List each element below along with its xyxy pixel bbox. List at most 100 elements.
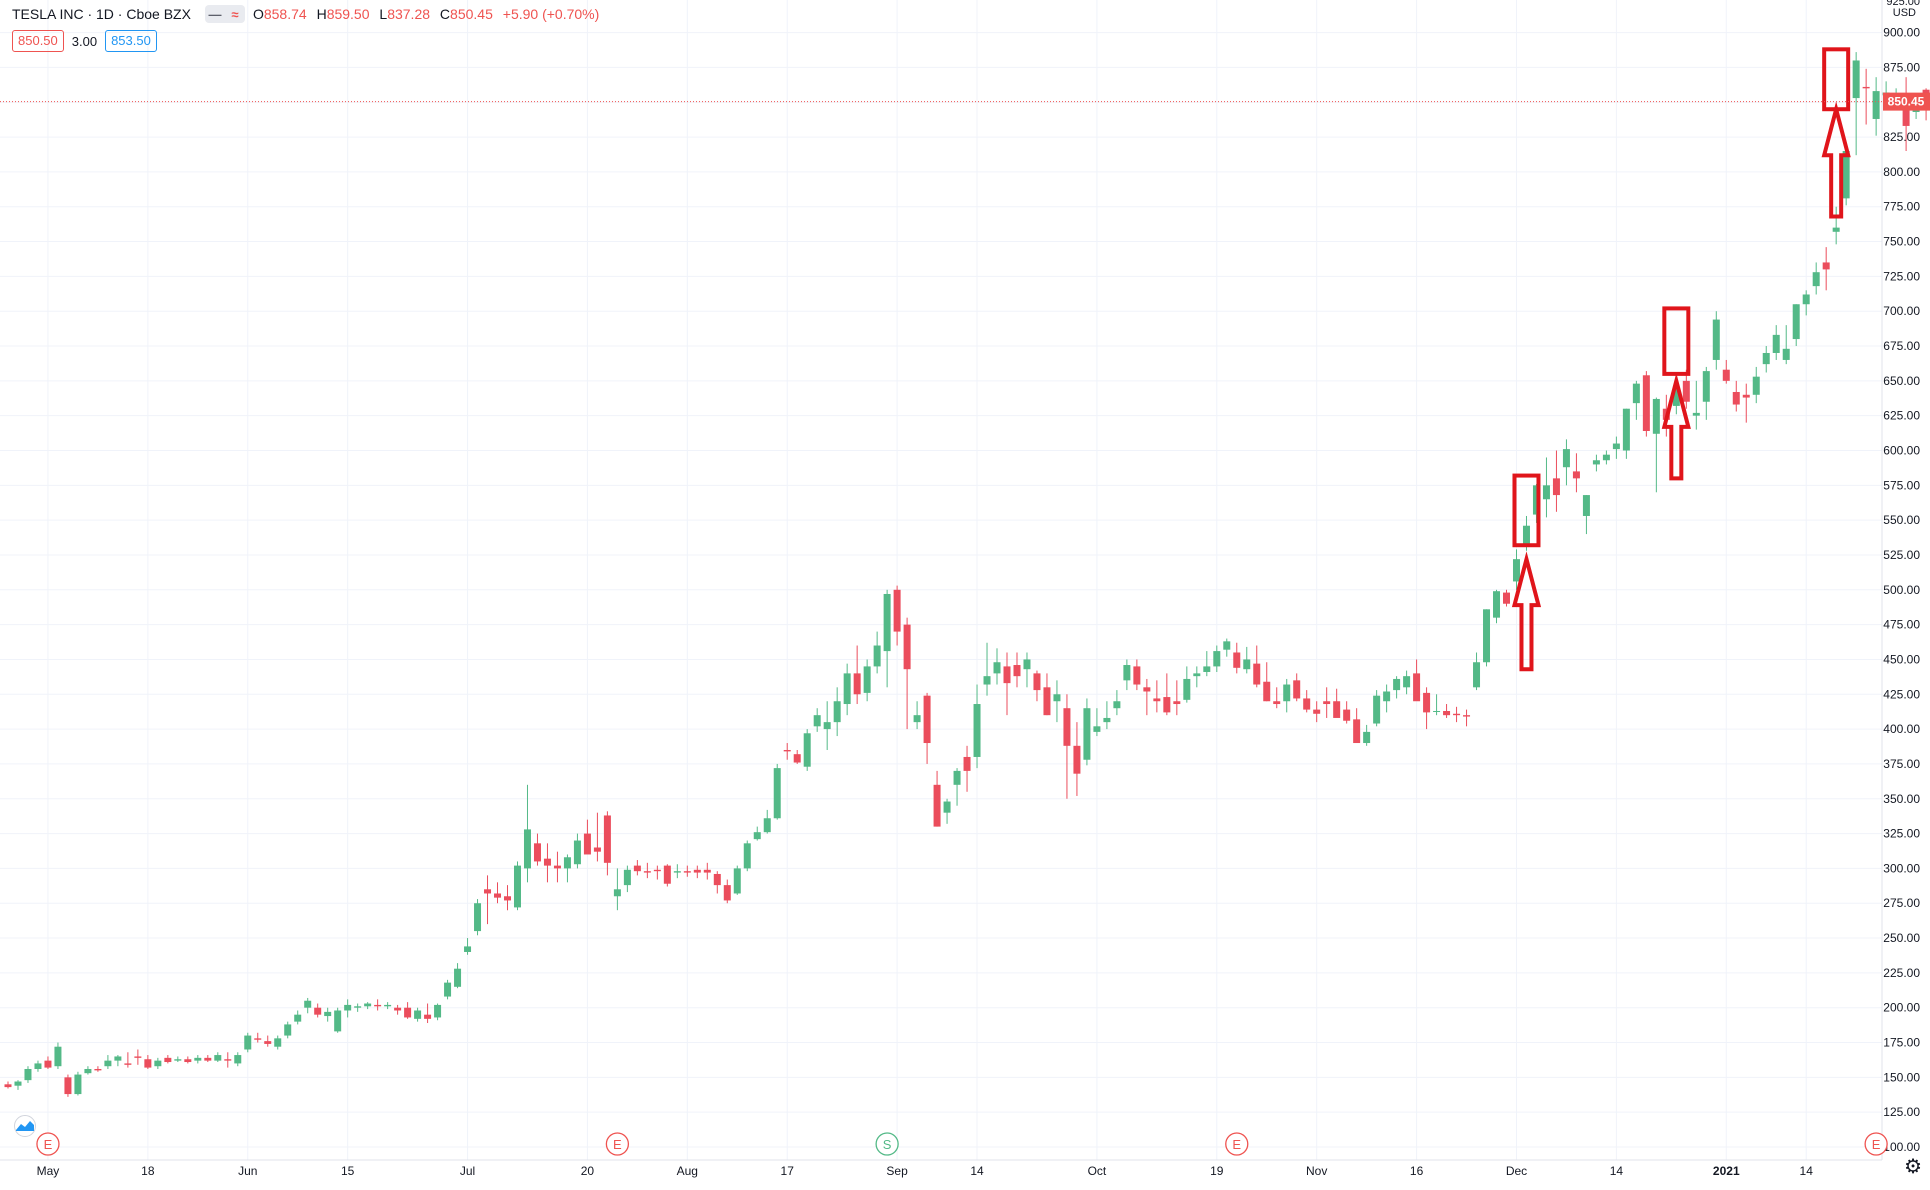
event-marker-circle bbox=[1864, 1132, 1888, 1156]
candle bbox=[733, 865, 741, 895]
grid-lines bbox=[0, 0, 1882, 1160]
event-marker-earnings[interactable]: E bbox=[36, 1132, 60, 1156]
candle-body bbox=[1003, 666, 1011, 684]
candle bbox=[1063, 694, 1071, 799]
up-arrow-annotation bbox=[1661, 372, 1691, 481]
candle-body bbox=[1872, 91, 1880, 119]
candle bbox=[833, 687, 841, 737]
candle bbox=[753, 826, 761, 841]
symbol-title[interactable]: TESLA INC · 1D · Cboe BZX bbox=[12, 6, 191, 22]
candle-body bbox=[1143, 687, 1151, 692]
tradingview-logo-icon[interactable] bbox=[12, 1115, 38, 1137]
candle-body bbox=[1403, 676, 1411, 688]
candle bbox=[24, 1066, 32, 1083]
x-tick-label: Aug bbox=[677, 1164, 698, 1178]
candle-body bbox=[1213, 651, 1221, 667]
event-marker-earnings[interactable]: E bbox=[1225, 1132, 1249, 1156]
candle bbox=[1812, 262, 1820, 295]
candle-body bbox=[793, 754, 801, 763]
candle bbox=[1592, 454, 1600, 472]
candle-body bbox=[993, 662, 1001, 674]
candle-body bbox=[723, 885, 731, 901]
candle-body bbox=[773, 768, 781, 819]
candle-body bbox=[1712, 319, 1720, 360]
candle-body bbox=[1572, 471, 1580, 479]
event-marker-label: E bbox=[1232, 1137, 1241, 1152]
highlight-box bbox=[1822, 47, 1851, 112]
x-tick-label: 14 bbox=[1610, 1164, 1624, 1178]
candle bbox=[963, 745, 971, 792]
candle bbox=[1742, 383, 1750, 423]
gear-icon[interactable]: ⚙ bbox=[1904, 1156, 1922, 1178]
candle-body bbox=[1503, 592, 1510, 604]
x-tick-label: Jun bbox=[238, 1164, 257, 1178]
candle-body bbox=[653, 869, 661, 872]
y-tick-label: 300.00 bbox=[1883, 861, 1920, 875]
candle-body bbox=[1283, 684, 1291, 702]
candle-body bbox=[1023, 659, 1031, 670]
y-tick-label: 750.00 bbox=[1883, 235, 1920, 249]
candle-body bbox=[354, 1006, 362, 1008]
y-tick-label-partial: 925.00 bbox=[1886, 0, 1920, 8]
candle-body bbox=[1383, 691, 1391, 702]
candle bbox=[1562, 439, 1570, 486]
candle bbox=[1782, 325, 1790, 365]
candle-body bbox=[673, 871, 681, 873]
low-label: L bbox=[379, 6, 388, 22]
candle-body bbox=[1512, 559, 1520, 582]
event-marker-earnings[interactable]: E bbox=[605, 1132, 630, 1156]
candle bbox=[603, 811, 611, 876]
bid-price-button[interactable]: 850.50 bbox=[12, 30, 64, 52]
candle bbox=[1702, 366, 1710, 420]
candle bbox=[1343, 701, 1351, 724]
candle bbox=[1133, 659, 1141, 691]
candle-body bbox=[1493, 591, 1501, 618]
candle bbox=[1273, 687, 1281, 709]
candle bbox=[1003, 652, 1011, 716]
candle bbox=[424, 1003, 432, 1024]
candle-body bbox=[593, 847, 601, 852]
y-tick-label: 175.00 bbox=[1883, 1036, 1920, 1050]
legend-controls: — ≈ bbox=[204, 5, 245, 23]
candle bbox=[94, 1066, 102, 1072]
y-tick-label: 375.00 bbox=[1883, 757, 1920, 771]
x-tick-label: 2021 bbox=[1713, 1164, 1740, 1178]
candle-body bbox=[1842, 151, 1850, 199]
candle bbox=[723, 879, 731, 904]
candle bbox=[1233, 642, 1241, 674]
minus-icon[interactable]: — bbox=[208, 6, 222, 22]
candle bbox=[1582, 495, 1590, 535]
event-marker-split[interactable]: S bbox=[875, 1132, 899, 1156]
candle bbox=[4, 1081, 12, 1089]
candle-body bbox=[304, 1000, 312, 1008]
candle bbox=[144, 1055, 152, 1069]
candle-body bbox=[1772, 334, 1780, 353]
candle-body bbox=[1013, 665, 1021, 677]
currency-label: USD bbox=[1893, 7, 1916, 19]
candle bbox=[1323, 687, 1331, 718]
ask-price-button[interactable]: 853.50 bbox=[105, 30, 157, 52]
candle bbox=[364, 1002, 372, 1010]
candle-body bbox=[1622, 408, 1630, 451]
candle-body bbox=[1303, 698, 1311, 710]
wave-icon[interactable]: ≈ bbox=[231, 6, 239, 22]
candle bbox=[274, 1035, 282, 1050]
candle bbox=[543, 843, 551, 883]
candle bbox=[613, 868, 621, 911]
y-tick-label: 400.00 bbox=[1883, 722, 1920, 736]
candle bbox=[74, 1071, 82, 1096]
x-tick-label: 16 bbox=[1410, 1164, 1424, 1178]
event-marker-earnings[interactable]: E bbox=[1864, 1132, 1888, 1156]
candle-body bbox=[464, 946, 472, 952]
x-tick-label: 19 bbox=[1210, 1164, 1224, 1178]
candle bbox=[1752, 366, 1760, 404]
candle bbox=[1113, 690, 1121, 716]
candle-body bbox=[204, 1057, 212, 1061]
close-value: 850.45 bbox=[450, 6, 493, 22]
candle-body bbox=[94, 1068, 102, 1071]
candle bbox=[773, 763, 781, 820]
y-tick-label: 525.00 bbox=[1883, 548, 1920, 562]
candle-body bbox=[1752, 376, 1760, 395]
